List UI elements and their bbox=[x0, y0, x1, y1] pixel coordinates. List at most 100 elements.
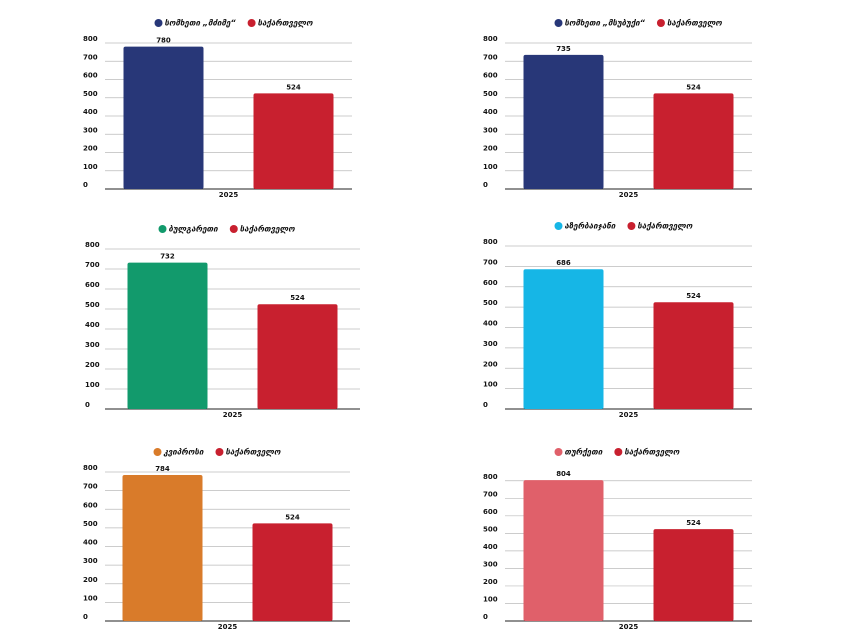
legend-marker bbox=[247, 19, 256, 27]
y-tick-label: 200 bbox=[483, 578, 498, 586]
y-tick-label: 0 bbox=[483, 613, 488, 621]
y-tick-label: 700 bbox=[483, 490, 498, 498]
data-label: 524 bbox=[286, 83, 301, 91]
y-tick-label: 800 bbox=[483, 238, 498, 246]
legend-marker bbox=[154, 19, 163, 27]
y-tick-label: 400 bbox=[483, 320, 498, 328]
legend-label: საქართველო bbox=[624, 447, 679, 457]
y-tick-label: 600 bbox=[483, 508, 498, 516]
y-tick-label: 0 bbox=[83, 613, 88, 621]
bar bbox=[653, 529, 734, 621]
legend-marker bbox=[627, 222, 636, 230]
y-tick-label: 700 bbox=[483, 53, 498, 61]
y-tick-label: 600 bbox=[83, 501, 98, 509]
y-tick-label: 600 bbox=[483, 279, 498, 287]
legend-marker bbox=[554, 448, 563, 456]
x-tick-label: 2025 bbox=[619, 623, 639, 631]
y-tick-label: 0 bbox=[483, 401, 488, 409]
bar bbox=[653, 302, 734, 409]
y-tick-label: 300 bbox=[483, 340, 498, 348]
chart: 0 100 200 300 400 500 600 700 800 სომხეთი „მსუბუქ… bbox=[483, 18, 752, 199]
y-tick-label: 500 bbox=[483, 525, 498, 533]
chart: 0 100 200 300 400 500 600 700 800 ბულგარეთი საქართ… bbox=[85, 224, 360, 419]
chart: 0 100 200 300 400 500 600 700 800 კვიპროსი საქართვ… bbox=[83, 447, 350, 631]
legend-marker bbox=[554, 19, 563, 27]
data-label: 780 bbox=[156, 37, 171, 45]
y-tick-label: 800 bbox=[83, 464, 98, 472]
data-label: 686 bbox=[556, 259, 571, 267]
bar bbox=[252, 523, 333, 621]
legend-marker bbox=[614, 448, 623, 456]
y-tick-label: 700 bbox=[85, 261, 100, 269]
bar bbox=[127, 262, 208, 409]
legend-marker bbox=[656, 19, 665, 27]
y-tick-label: 100 bbox=[483, 595, 498, 603]
y-tick-label: 500 bbox=[83, 520, 98, 528]
legend-label: სომხეთი „მძიმე“ bbox=[165, 19, 237, 28]
legend-marker bbox=[215, 448, 224, 456]
legend-label: აზერბაიჯანი bbox=[565, 221, 616, 231]
y-tick-label: 400 bbox=[85, 321, 100, 329]
legend-label: კვიპროსი bbox=[163, 447, 204, 457]
legend-label: თურქეთი bbox=[565, 447, 603, 457]
legend-label: საქართველო bbox=[240, 224, 295, 234]
data-label: 524 bbox=[290, 294, 305, 302]
data-label: 524 bbox=[285, 513, 300, 521]
y-tick-label: 400 bbox=[483, 543, 498, 551]
y-tick-label: 200 bbox=[83, 145, 98, 153]
bar bbox=[257, 304, 338, 409]
bar bbox=[523, 54, 604, 189]
bar bbox=[122, 474, 203, 621]
legend-marker bbox=[229, 225, 238, 233]
y-tick-label: 600 bbox=[83, 72, 98, 80]
data-label: 524 bbox=[686, 292, 701, 300]
y-tick-label: 300 bbox=[483, 560, 498, 568]
chart: 0 100 200 300 400 500 600 700 800 სომხეთი „მძიმე“… bbox=[83, 18, 352, 199]
legend-marker bbox=[554, 222, 563, 230]
y-tick-label: 0 bbox=[85, 401, 90, 409]
data-label: 735 bbox=[556, 45, 571, 53]
data-label: 524 bbox=[686, 519, 701, 527]
x-tick-label: 2025 bbox=[218, 623, 238, 631]
y-tick-label: 700 bbox=[83, 483, 98, 491]
y-tick-label: 100 bbox=[483, 381, 498, 389]
bar bbox=[653, 93, 734, 189]
data-label: 804 bbox=[556, 470, 571, 478]
y-tick-label: 300 bbox=[85, 341, 100, 349]
y-tick-label: 500 bbox=[85, 301, 100, 309]
legend-label: საქართველო bbox=[637, 221, 692, 231]
y-tick-label: 200 bbox=[85, 361, 100, 369]
y-tick-label: 100 bbox=[85, 381, 100, 389]
y-tick-label: 800 bbox=[483, 35, 498, 43]
y-tick-label: 800 bbox=[85, 241, 100, 249]
bar bbox=[523, 480, 604, 621]
y-tick-label: 700 bbox=[483, 258, 498, 266]
data-label: 784 bbox=[155, 465, 170, 473]
y-tick-label: 100 bbox=[483, 163, 498, 171]
y-tick-label: 500 bbox=[83, 90, 98, 98]
chart: 0 100 200 300 400 500 600 700 800 აზერბაიჯანი საქა… bbox=[483, 221, 752, 419]
y-tick-label: 800 bbox=[483, 473, 498, 481]
legend-label: ბულგარეთი bbox=[169, 224, 219, 234]
y-tick-label: 300 bbox=[483, 126, 498, 134]
y-tick-label: 600 bbox=[483, 72, 498, 80]
data-label: 524 bbox=[686, 83, 701, 91]
y-tick-label: 500 bbox=[483, 299, 498, 307]
y-tick-label: 300 bbox=[83, 126, 98, 134]
legend-label: საქართველო bbox=[258, 18, 313, 28]
y-tick-label: 100 bbox=[83, 163, 98, 171]
legend-marker bbox=[153, 448, 162, 456]
y-tick-label: 500 bbox=[483, 90, 498, 98]
y-tick-label: 800 bbox=[83, 35, 98, 43]
x-tick-label: 2025 bbox=[619, 191, 639, 199]
data-label: 732 bbox=[160, 253, 175, 261]
y-tick-label: 0 bbox=[483, 181, 488, 189]
x-tick-label: 2025 bbox=[219, 191, 239, 199]
y-tick-label: 300 bbox=[83, 557, 98, 565]
chart: 0 100 200 300 400 500 600 700 800 თურქეთი საქართვე… bbox=[483, 447, 752, 631]
x-tick-label: 2025 bbox=[619, 411, 639, 419]
y-tick-label: 400 bbox=[83, 108, 98, 116]
legend-label: სომხეთი „მსუბუქი“ bbox=[565, 19, 646, 28]
y-tick-label: 200 bbox=[483, 145, 498, 153]
